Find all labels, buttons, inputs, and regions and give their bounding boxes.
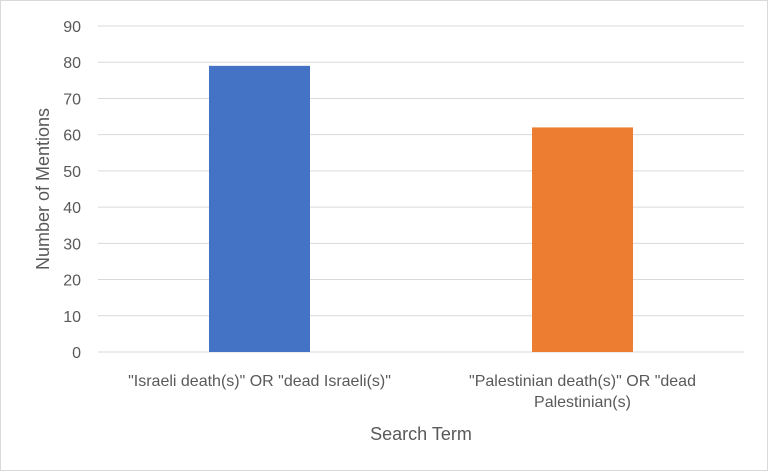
bar-1 bbox=[209, 65, 310, 352]
x-category-label: "Palestinian death(s)" OR "dead Palestini… bbox=[469, 373, 696, 411]
y-axis-title: Number of Mentions bbox=[33, 108, 53, 270]
y-tick-label: 30 bbox=[63, 236, 81, 253]
y-tick-label: 40 bbox=[63, 200, 81, 217]
bars bbox=[209, 65, 633, 352]
y-tick-label: 90 bbox=[63, 19, 81, 36]
gridlines bbox=[98, 25, 744, 353]
bar-2 bbox=[532, 127, 633, 352]
x-category-label: "Israeli death(s)" OR "dead Israeli(s)" bbox=[128, 373, 391, 390]
x-axis-categories: "Israeli death(s)" OR "dead Israeli(s)" "… bbox=[128, 373, 696, 411]
y-axis-ticks: 0 10 20 30 40 50 60 70 80 90 bbox=[63, 19, 81, 362]
y-tick-label: 0 bbox=[72, 345, 81, 362]
y-tick-label: 10 bbox=[63, 309, 81, 326]
x-axis-title: Search Term bbox=[370, 424, 472, 444]
y-tick-label: 20 bbox=[63, 273, 81, 290]
y-tick-label: 50 bbox=[63, 164, 81, 181]
y-tick-label: 60 bbox=[63, 128, 81, 145]
y-tick-label: 70 bbox=[63, 91, 81, 108]
y-tick-label: 80 bbox=[63, 55, 81, 72]
